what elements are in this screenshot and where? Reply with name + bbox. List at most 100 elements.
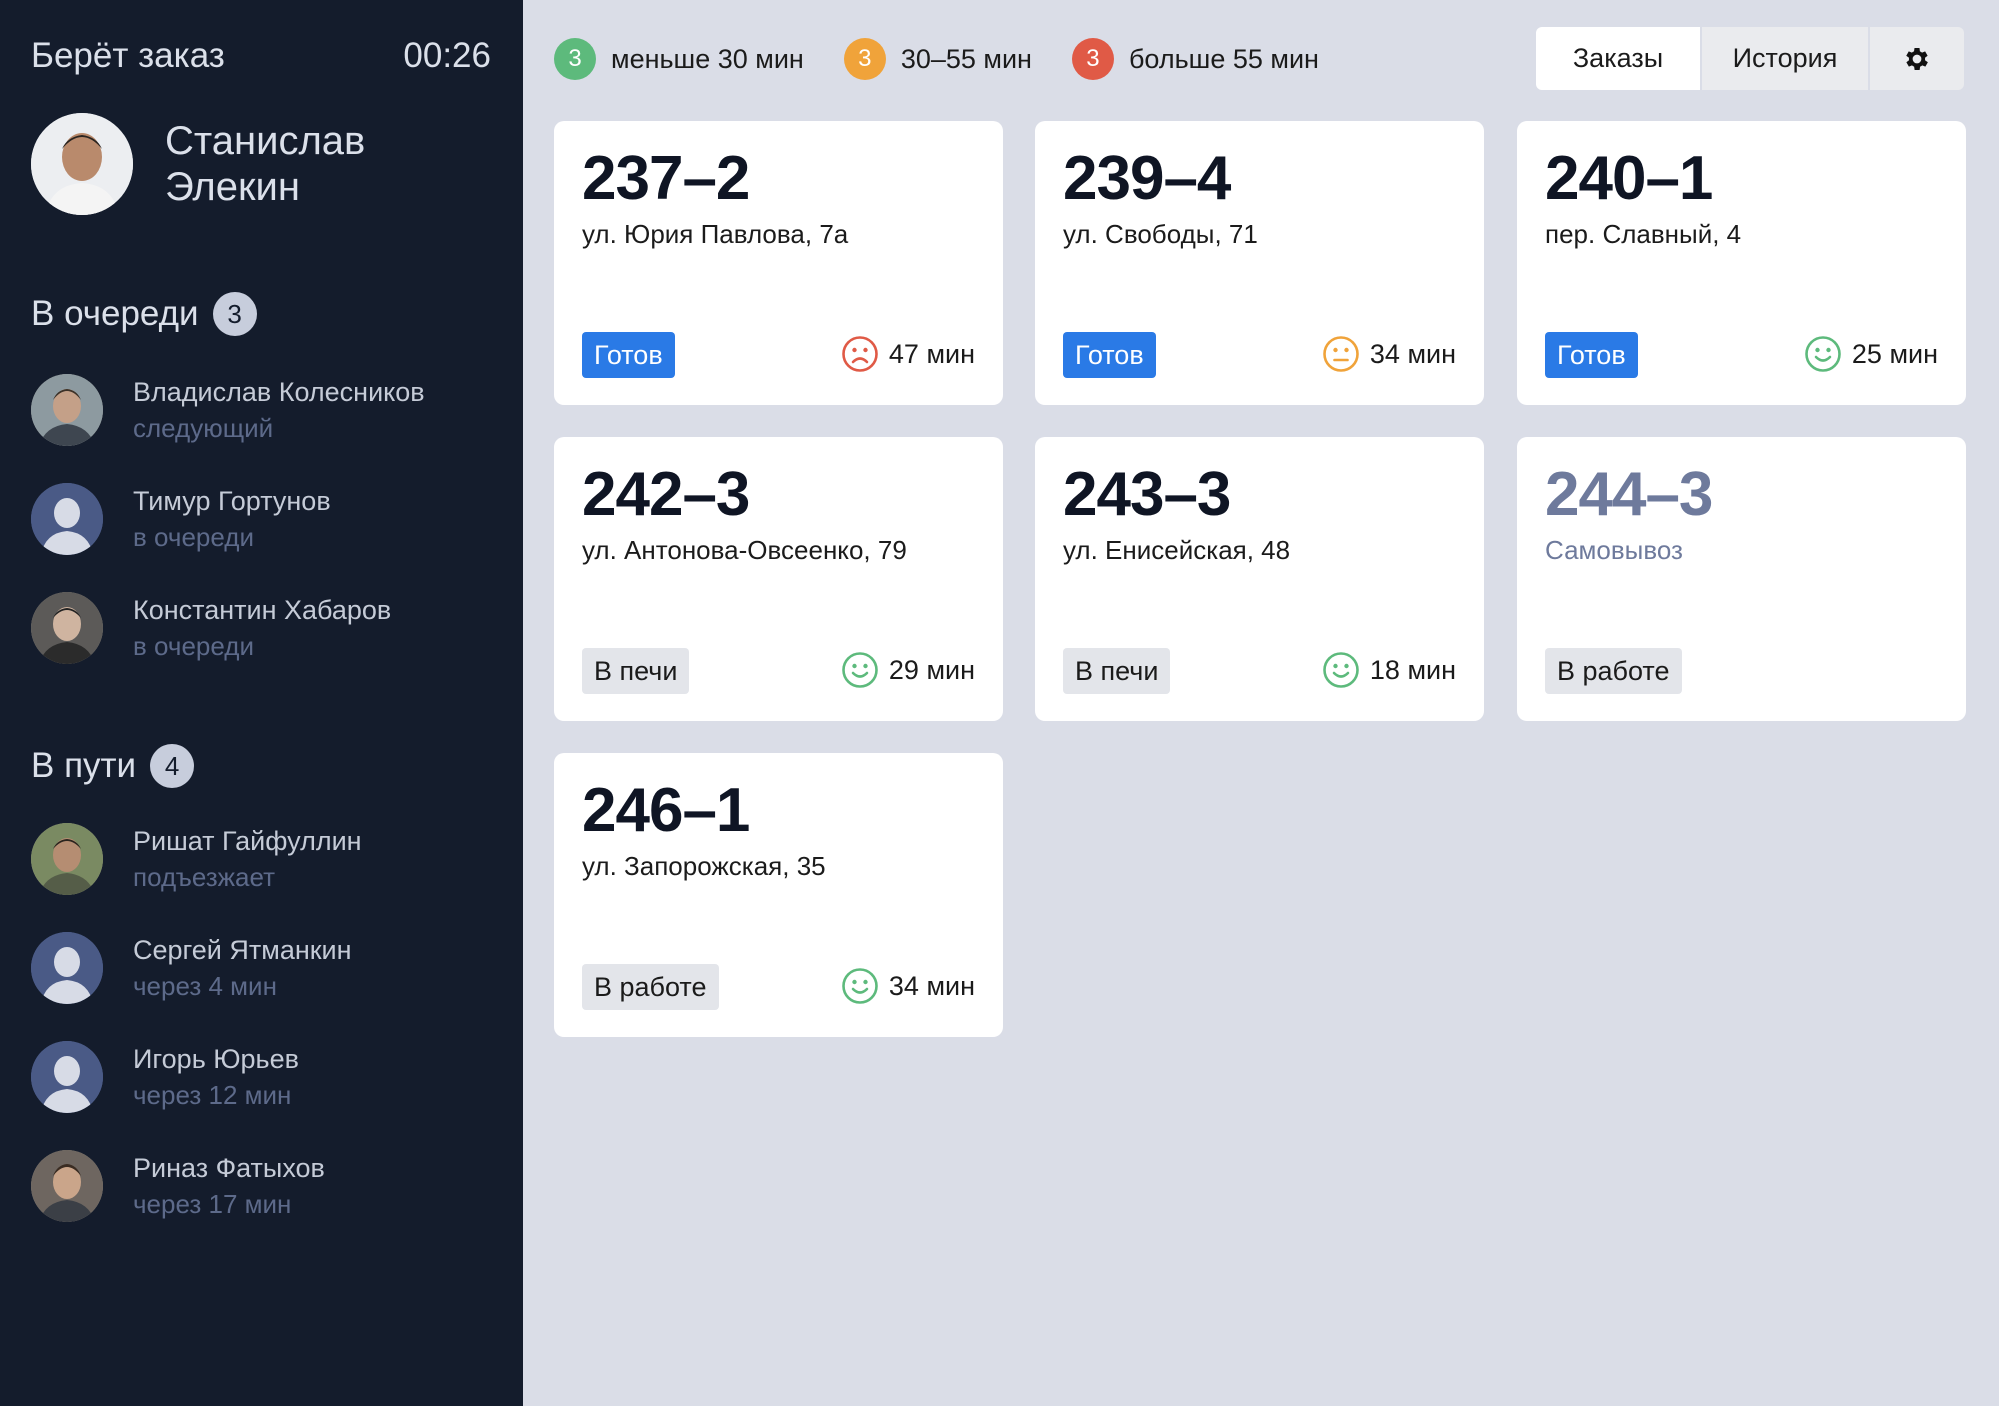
sad-face-icon	[842, 336, 878, 372]
user-placeholder-icon	[31, 932, 103, 1004]
order-timer: 18 мин	[1322, 651, 1456, 689]
person-status: в очереди	[133, 631, 254, 661]
user-placeholder-icon	[31, 1041, 103, 1113]
order-time: 18 мин	[1369, 654, 1456, 685]
person-status: следующий	[133, 413, 274, 443]
order-number: 243–3	[1063, 460, 1231, 529]
order-address: ул. Антонова-Овсеенко, 79	[582, 535, 907, 565]
person-avatar	[31, 932, 103, 1004]
happy-face-icon	[1805, 336, 1841, 372]
order-address: ул. Свободы, 71	[1063, 219, 1258, 249]
order-time: 34 мин	[888, 970, 975, 1001]
legend-count-badge: 3	[843, 38, 886, 80]
current-courier[interactable]: Станислав Элекин	[31, 113, 425, 215]
order-timer: 29 мин	[841, 651, 975, 689]
queue-title: В очереди	[31, 294, 199, 333]
order-timer: 34 мин	[1322, 335, 1456, 373]
order-number: 246–1	[582, 776, 750, 845]
on-way-person[interactable]: Ришат Гайфуллин подъезжает	[31, 823, 362, 895]
person-status: через 4 мин	[133, 971, 277, 1001]
order-time: 47 мин	[888, 338, 975, 369]
time-legend: 3 меньше 30 мин 3 30–55 мин 3 больше 55 …	[554, 38, 1359, 80]
queue-count-badge: 3	[212, 292, 257, 336]
user-placeholder-icon	[31, 483, 103, 555]
person-status: подъезжает	[133, 862, 275, 892]
person-avatar	[31, 592, 103, 664]
on-way-person[interactable]: Сергей Ятманкин через 4 мин	[31, 932, 352, 1004]
order-card[interactable]: 240–1 пер. Славный, 4 Готов 25 мин	[1517, 121, 1966, 405]
person-photo-icon	[31, 592, 103, 664]
person-name: Сергей Ятманкин	[133, 935, 352, 965]
order-status-badge[interactable]: Готов	[1063, 332, 1156, 378]
order-number: 239–4	[1063, 144, 1231, 213]
on-way-title: В пути	[31, 746, 137, 785]
order-time: 34 мин	[1369, 338, 1456, 369]
on-way-person[interactable]: Риназ Фатыхов через 17 мин	[31, 1150, 325, 1222]
person-status: через 12 мин	[133, 1080, 292, 1110]
person-avatar	[31, 374, 103, 446]
person-status: через 17 мин	[133, 1189, 292, 1219]
person-photo-icon	[31, 374, 103, 446]
person-avatar	[31, 1041, 103, 1113]
order-timer: 25 мин	[1804, 335, 1938, 373]
person-name: Владислав Колесников	[133, 377, 425, 407]
queue-person[interactable]: Константин Хабаров в очереди	[31, 592, 391, 664]
legend-label: 30–55 мин	[900, 43, 1032, 74]
order-timer: 47 мин	[841, 335, 975, 373]
person-avatar	[31, 823, 103, 895]
order-status-badge[interactable]: В печи	[1063, 648, 1171, 694]
person-name: Риназ Фатыхов	[133, 1153, 325, 1183]
order-status-badge[interactable]: В работе	[1545, 648, 1682, 694]
person-name: Ришат Гайфуллин	[133, 826, 362, 856]
order-number: 242–3	[582, 460, 750, 529]
taking-order-timer: 00:26	[403, 36, 491, 75]
person-avatar	[31, 1150, 103, 1222]
order-status-badge[interactable]: Готов	[1545, 332, 1638, 378]
order-address: Самовывоз	[1545, 535, 1683, 565]
view-tabs: Заказы История	[1536, 27, 1964, 90]
on-way-section-header: В пути 4	[31, 744, 195, 788]
order-card[interactable]: 244–3 Самовывоз В работе	[1517, 437, 1966, 721]
order-status-badge[interactable]: Готов	[582, 332, 675, 378]
person-photo-icon	[31, 823, 103, 895]
legend-item-red[interactable]: 3 больше 55 мин	[1071, 38, 1319, 80]
order-time: 29 мин	[888, 654, 975, 685]
happy-face-icon	[842, 652, 878, 688]
order-card[interactable]: 239–4 ул. Свободы, 71 Готов 34 мин	[1035, 121, 1484, 405]
person-avatar	[31, 483, 103, 555]
order-card[interactable]: 246–1 ул. Запорожская, 35 В работе 34 ми…	[554, 753, 1003, 1037]
queue-person[interactable]: Тимур Гортунов в очереди	[31, 483, 331, 555]
taking-order-label: Берёт заказ	[31, 36, 225, 75]
legend-count-badge: 3	[1071, 38, 1114, 80]
order-address: ул. Енисейская, 48	[1063, 535, 1291, 565]
settings-button[interactable]	[1870, 27, 1964, 90]
order-status-badge[interactable]: В работе	[582, 964, 719, 1010]
tab-history[interactable]: История	[1702, 27, 1868, 90]
sidebar: Берёт заказ 00:26 Станислав Элекин В оче…	[0, 0, 523, 1406]
courier-name: Станислав Элекин	[165, 119, 366, 209]
order-status-badge[interactable]: В печи	[582, 648, 690, 694]
queue-section-header: В очереди 3	[31, 292, 257, 336]
order-number: 240–1	[1545, 144, 1713, 213]
person-name: Тимур Гортунов	[133, 486, 331, 516]
person-name: Игорь Юрьев	[133, 1044, 299, 1074]
neutral-face-icon	[1323, 336, 1359, 372]
order-card[interactable]: 242–3 ул. Антонова-Овсеенко, 79 В печи 2…	[554, 437, 1003, 721]
legend-label: больше 55 мин	[1128, 43, 1319, 74]
order-card[interactable]: 237–2 ул. Юрия Павлова, 7а Готов 47 мин	[554, 121, 1003, 405]
order-address: ул. Юрия Павлова, 7а	[582, 219, 849, 249]
happy-face-icon	[842, 968, 878, 1004]
on-way-person[interactable]: Игорь Юрьев через 12 мин	[31, 1041, 299, 1113]
order-card[interactable]: 243–3 ул. Енисейская, 48 В печи 18 мин	[1035, 437, 1484, 721]
order-address: пер. Славный, 4	[1545, 219, 1742, 249]
gear-icon	[1906, 47, 1928, 70]
order-number: 237–2	[582, 144, 750, 213]
order-number: 244–3	[1545, 460, 1713, 529]
person-photo-icon	[31, 113, 133, 215]
tab-orders[interactable]: Заказы	[1536, 27, 1700, 90]
legend-item-green[interactable]: 3 меньше 30 мин	[554, 38, 804, 80]
queue-person[interactable]: Владислав Колесников следующий	[31, 374, 425, 446]
order-timer: 34 мин	[841, 967, 975, 1005]
legend-item-orange[interactable]: 3 30–55 мин	[843, 38, 1032, 80]
order-address: ул. Запорожская, 35	[582, 851, 826, 881]
